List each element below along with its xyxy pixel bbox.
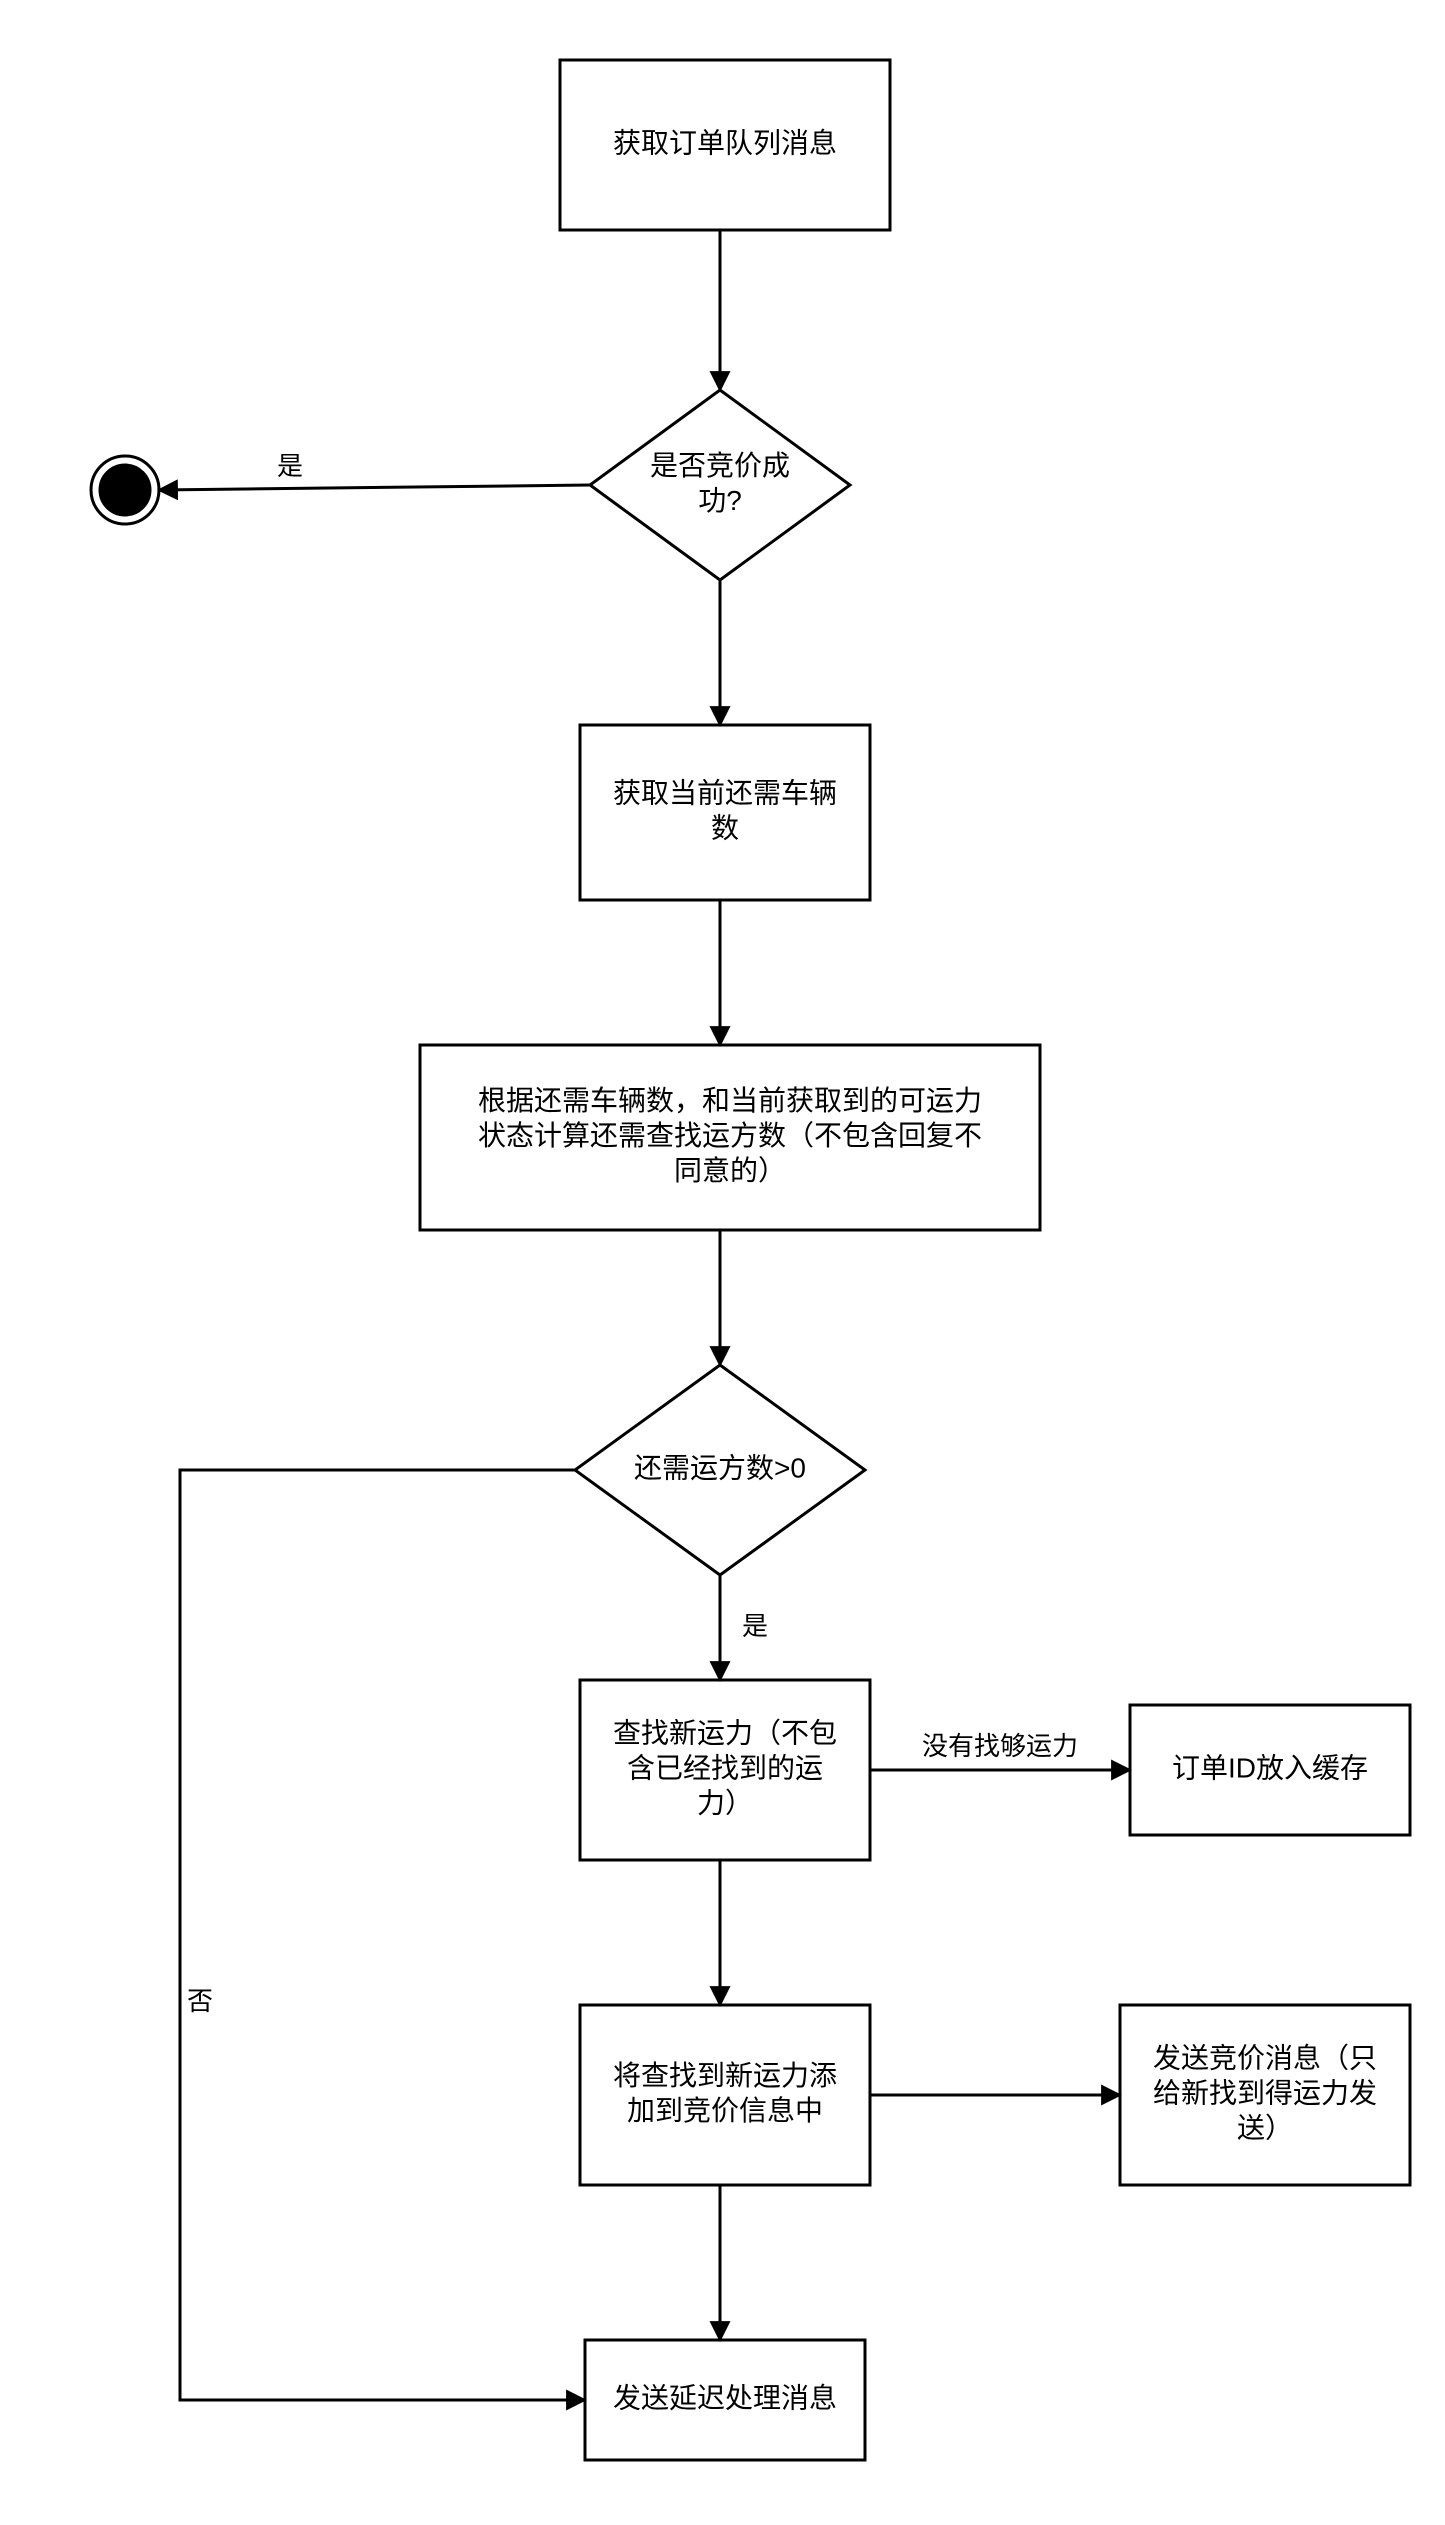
node-text: 给新找到得运力发 <box>1153 2077 1377 2108</box>
flowchart-canvas: 获取订单队列消息是否竞价成功? 获取当前还需车辆数根据还需车辆数，和当前获取到的可… <box>0 0 1445 2525</box>
node-text: 加到竞价信息中 <box>627 2095 823 2126</box>
node-text: 力） <box>697 1787 753 1818</box>
node-text: 订单ID放入缓存 <box>1172 1752 1368 1783</box>
node-text: 获取当前还需车辆 <box>613 777 837 808</box>
node-text: 含已经找到的运 <box>627 1752 823 1783</box>
flow-edge-label-5: 是 <box>742 1611 768 1641</box>
node-text: 同意的） <box>674 1155 786 1186</box>
flow-edge-label-1: 是 <box>277 451 303 481</box>
node-text: 将查找到新运力添 <box>613 2060 837 2091</box>
node-text: 数 <box>711 812 739 843</box>
flow-edge-1 <box>159 485 590 490</box>
flow-end-inner-end <box>99 464 151 516</box>
node-text: 查找新运力（不包 <box>613 1717 837 1748</box>
node-text: 发送延迟处理消息 <box>613 2382 837 2413</box>
node-text: 获取订单队列消息 <box>613 127 837 158</box>
flow-edge-label-6: 否 <box>187 1986 213 2016</box>
node-text: 还需运方数>0 <box>634 1452 806 1483</box>
node-text: 发送竞价消息（只 <box>1153 2042 1377 2073</box>
node-text: 功? <box>698 485 742 516</box>
node-text: 根据还需车辆数，和当前获取到的可运力 <box>478 1085 982 1116</box>
flow-edge-label-7: 没有找够运力 <box>922 1731 1078 1761</box>
node-text: 状态计算还需查找运方数（不包含回复不 <box>478 1120 982 1151</box>
flow-edge-6 <box>180 1470 585 2400</box>
node-text: 是否竞价成 <box>650 450 790 481</box>
node-text: 送） <box>1237 2112 1293 2143</box>
